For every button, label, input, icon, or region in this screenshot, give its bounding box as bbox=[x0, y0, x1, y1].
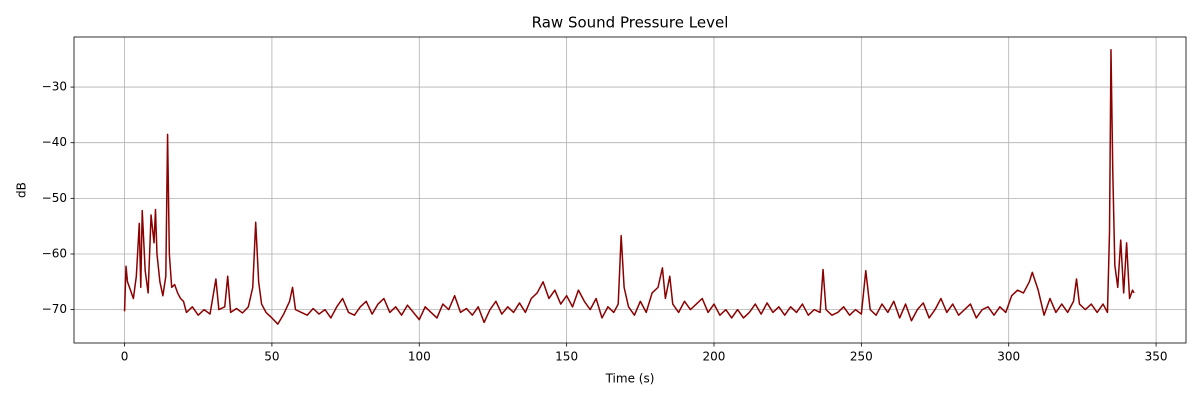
x-tick-label: 200 bbox=[703, 350, 726, 364]
x-tick-label: 250 bbox=[850, 350, 873, 364]
x-axis-label: Time (s) bbox=[605, 372, 655, 386]
y-tick-label: −70 bbox=[42, 302, 67, 316]
x-tick-label: 50 bbox=[264, 350, 279, 364]
x-tick-label: 150 bbox=[555, 350, 578, 364]
y-axis-label: dB bbox=[15, 182, 29, 198]
data-line bbox=[123, 49, 1135, 325]
chart-title: Raw Sound Pressure Level bbox=[532, 14, 729, 32]
plot-frame bbox=[73, 36, 1187, 344]
y-tick-label: −60 bbox=[42, 246, 67, 260]
y-tick-label: −30 bbox=[42, 80, 67, 94]
x-tick-label: 0 bbox=[121, 350, 129, 364]
x-tick-label: 350 bbox=[1145, 350, 1168, 364]
x-tick-label: 300 bbox=[997, 350, 1020, 364]
y-tick-label: −50 bbox=[42, 191, 67, 205]
y-tick-label: −40 bbox=[42, 135, 67, 149]
x-tick-label: 100 bbox=[408, 350, 431, 364]
